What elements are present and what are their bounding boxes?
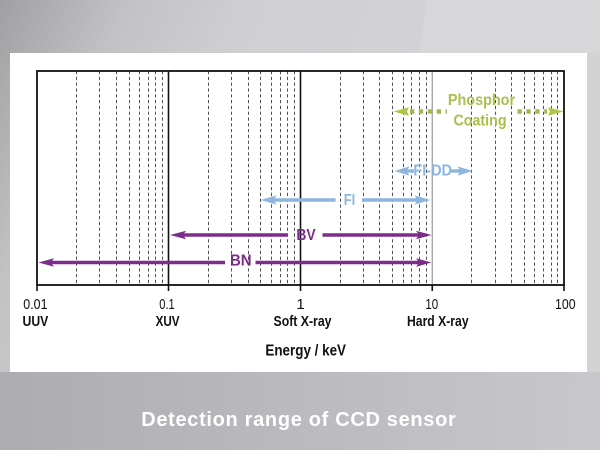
svg-text:Soft X-ray: Soft X-ray bbox=[274, 313, 332, 330]
svg-text:FI: FI bbox=[344, 192, 356, 209]
svg-text:1: 1 bbox=[296, 296, 304, 313]
svg-text:0.01: 0.01 bbox=[23, 296, 47, 313]
svg-text:BV: BV bbox=[296, 227, 316, 244]
svg-text:Coating: Coating bbox=[453, 113, 506, 130]
svg-text:UUV: UUV bbox=[23, 313, 49, 330]
svg-text:10: 10 bbox=[425, 296, 438, 313]
svg-text:Hard X-ray: Hard X-ray bbox=[407, 313, 469, 330]
svg-text:100: 100 bbox=[555, 296, 576, 313]
svg-text:Phosphor: Phosphor bbox=[448, 92, 515, 109]
svg-text:XUV: XUV bbox=[156, 313, 181, 330]
svg-text:0.1: 0.1 bbox=[159, 296, 174, 313]
svg-text:FI-DD: FI-DD bbox=[413, 163, 452, 180]
svg-text:Detection range of CCD sensor: Detection range of CCD sensor bbox=[141, 409, 456, 431]
svg-text:BN: BN bbox=[230, 253, 252, 270]
svg-text:Energy / keV: Energy / keV bbox=[265, 343, 346, 360]
